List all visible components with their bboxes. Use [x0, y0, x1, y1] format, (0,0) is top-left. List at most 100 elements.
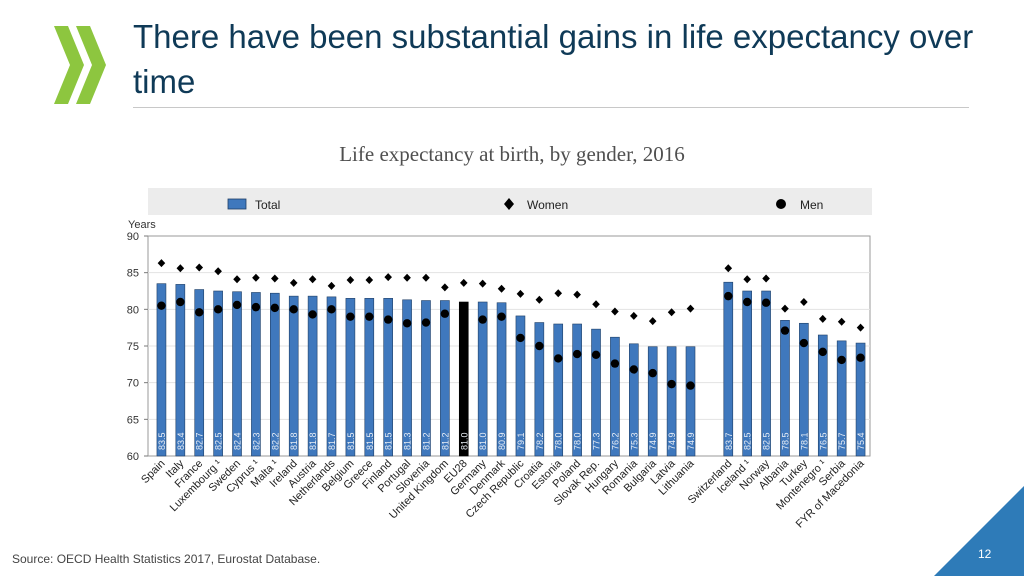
bar-total	[761, 290, 771, 457]
corner-accent	[934, 486, 1024, 576]
legend-total-swatch	[227, 198, 247, 210]
men-marker	[157, 301, 166, 310]
bar-total	[458, 301, 469, 457]
women-marker	[762, 274, 770, 283]
bar-total	[345, 298, 356, 457]
bar-value-label: 78.2	[535, 432, 545, 450]
men-marker	[856, 353, 865, 362]
women-marker	[384, 273, 392, 282]
women-marker	[497, 284, 506, 293]
bar-value-label: 82.2	[270, 432, 280, 450]
bar-total	[288, 295, 299, 457]
bar-value-label: 80.9	[497, 432, 507, 450]
men-marker	[686, 381, 695, 390]
bar-total	[402, 299, 412, 457]
bar-total	[515, 315, 526, 457]
women-marker	[327, 281, 336, 290]
women-marker	[403, 273, 411, 282]
chevron-left-icon	[54, 26, 84, 104]
men-marker	[648, 368, 657, 378]
men-marker	[497, 312, 506, 321]
bar-value-label: 82.5	[743, 432, 753, 450]
y-tick-label: 90	[127, 231, 139, 243]
bar-total	[553, 323, 564, 457]
women-marker	[252, 273, 260, 282]
bar-value-label: 75.7	[837, 432, 847, 450]
women-marker	[308, 275, 317, 284]
chevron-right-icon	[76, 26, 106, 104]
bar-total	[799, 322, 809, 457]
bar-value-label: 81.0	[478, 432, 488, 450]
bar-total	[836, 340, 847, 457]
men-marker	[289, 305, 298, 314]
bar-value-label: 74.9	[686, 432, 696, 450]
bar-total	[383, 298, 393, 457]
men-marker	[440, 309, 450, 318]
men-marker	[535, 341, 544, 351]
bar-value-label: 81.2	[440, 432, 450, 450]
men-marker	[176, 297, 185, 307]
women-marker	[233, 275, 241, 284]
men-marker	[572, 349, 582, 359]
bar-total	[666, 346, 677, 457]
women-marker	[724, 264, 733, 273]
men-marker	[818, 347, 827, 357]
y-tick-label: 75	[127, 341, 139, 353]
bar-total	[780, 320, 790, 457]
y-tick-label: 60	[127, 451, 139, 463]
women-marker	[441, 283, 449, 292]
title-divider	[133, 107, 969, 108]
bar-value-label: 81.3	[403, 432, 413, 450]
bar-total	[496, 302, 507, 457]
men-marker	[724, 291, 733, 301]
women-marker	[346, 276, 355, 284]
bar-total	[817, 334, 828, 457]
bar-total	[572, 323, 582, 457]
bar-value-label: 82.4	[233, 432, 243, 450]
men-marker	[308, 310, 317, 319]
men-marker	[459, 318, 468, 327]
bar-total	[610, 336, 620, 457]
bar-value-label: 74.9	[667, 432, 677, 450]
bar-value-label: 77.3	[592, 432, 602, 450]
bar-total	[685, 346, 696, 457]
bar-total	[232, 291, 242, 457]
chart-title: Life expectancy at birth, by gender, 201…	[339, 142, 685, 166]
bar-value-label: 83.5	[157, 432, 167, 450]
women-marker	[478, 279, 487, 288]
men-marker	[402, 319, 412, 328]
bar-value-label: 78.5	[780, 432, 790, 450]
bar-value-label: 76.5	[818, 432, 828, 450]
women-marker	[157, 259, 166, 268]
women-marker	[573, 290, 581, 299]
bar-value-label: 75.3	[629, 432, 639, 450]
bar-value-label: 83.7	[724, 432, 734, 450]
bar-value-label: 78.0	[554, 432, 564, 450]
bar-value-label: 82.5	[214, 432, 224, 450]
women-marker	[686, 304, 695, 313]
men-marker	[610, 359, 620, 368]
bar-value-label: 81.8	[289, 432, 299, 450]
men-marker	[554, 354, 563, 363]
bar-total	[647, 346, 658, 457]
women-marker	[459, 278, 468, 287]
bar-total	[477, 301, 488, 457]
men-marker	[346, 312, 355, 321]
bar-value-label: 82.3	[251, 432, 261, 450]
women-marker	[611, 307, 619, 316]
bar-value-label: 81.0	[459, 432, 469, 450]
bar-total	[156, 283, 167, 457]
men-marker	[478, 315, 487, 324]
men-marker	[421, 318, 431, 327]
bar-value-label: 83.4	[176, 432, 186, 450]
men-marker	[780, 326, 790, 335]
y-tick-label: 65	[127, 414, 139, 426]
page-number: 12	[978, 547, 992, 561]
women-marker	[818, 314, 827, 323]
bar-value-label: 81.7	[327, 432, 337, 450]
women-marker	[535, 295, 544, 304]
legend-label: Total	[255, 198, 280, 212]
women-marker	[516, 289, 525, 298]
men-marker	[213, 305, 223, 314]
